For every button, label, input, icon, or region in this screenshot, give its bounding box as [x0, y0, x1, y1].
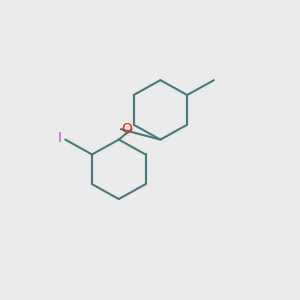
Text: O: O	[121, 122, 132, 136]
Text: I: I	[57, 131, 61, 145]
